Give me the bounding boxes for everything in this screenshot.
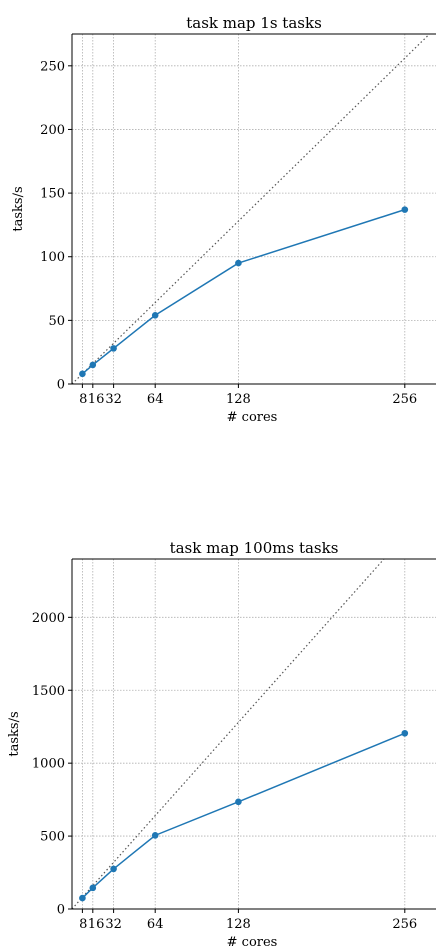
ideal-scaling-line <box>71 33 430 385</box>
data-point <box>151 311 159 319</box>
data-point <box>235 259 242 267</box>
chart-title: task map 1s tasks <box>186 14 322 32</box>
x-tick-label: 8 <box>79 917 87 932</box>
data-point <box>151 832 159 839</box>
y-tick-label: 2000 <box>32 611 65 626</box>
data-point <box>401 206 409 213</box>
series-line <box>81 208 406 375</box>
y-axis-label: tasks/s <box>7 711 22 756</box>
y-tick-label: 500 <box>40 830 65 845</box>
x-tick-label: 128 <box>226 917 251 932</box>
data-point <box>79 370 86 378</box>
y-tick-label: 100 <box>40 250 65 265</box>
x-tick-label: 128 <box>226 392 251 407</box>
y-tick-label: 150 <box>40 187 65 202</box>
y-tick-label: 200 <box>40 123 65 138</box>
x-tick-label: 32 <box>105 917 122 932</box>
y-axis-label: tasks/s <box>11 186 26 231</box>
ideal-scaling-line <box>71 558 385 910</box>
x-axis-label: # cores <box>227 935 278 950</box>
x-tick-label: 64 <box>147 392 164 407</box>
x-tick-label: 256 <box>392 917 417 932</box>
chart-title: task map 100ms tasks <box>170 539 339 557</box>
y-tick-label: 0 <box>57 378 65 393</box>
x-tick-label: 64 <box>147 917 164 932</box>
x-tick-label: 256 <box>392 392 417 407</box>
y-tick-label: 1500 <box>32 684 65 699</box>
data-point <box>89 884 97 892</box>
x-tick-label: 8 <box>79 392 87 407</box>
chart-task-map-1s: 8 16 32 64 128 256 0 50 100 150 200 250 task map 1s … <box>11 14 436 425</box>
y-tick-label: 0 <box>57 903 65 918</box>
series-line <box>81 732 406 899</box>
y-tick-label: 250 <box>40 59 65 74</box>
data-point <box>79 894 86 902</box>
y-tick-label: 50 <box>48 314 65 329</box>
chart-task-map-100ms: 8 16 32 64 128 256 0 500 1000 1500 2000 task map 10… <box>7 539 436 950</box>
data-point <box>110 345 117 352</box>
x-tick-label: 16 <box>88 392 105 407</box>
data-point <box>110 865 117 873</box>
data-point <box>401 729 409 737</box>
x-axis-label: # cores <box>227 410 278 425</box>
x-tick-label: 32 <box>105 392 122 407</box>
data-point <box>89 361 97 369</box>
x-tick-label: 16 <box>88 917 105 932</box>
data-point <box>235 798 242 806</box>
y-tick-label: 1000 <box>32 757 65 772</box>
